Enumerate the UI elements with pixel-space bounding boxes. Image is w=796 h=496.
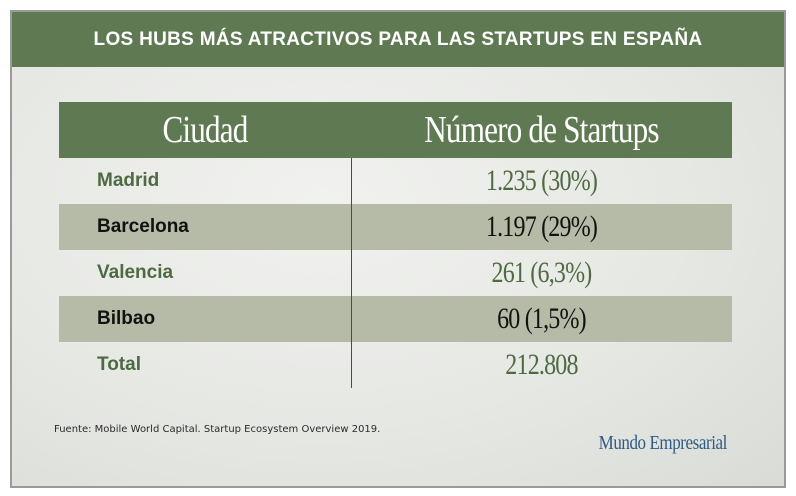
chart-title: LOS HUBS MÁS ATRACTIVOS PARA LAS STARTUP…	[12, 12, 784, 67]
infographic-frame: LOS HUBS MÁS ATRACTIVOS PARA LAS STARTUP…	[10, 10, 786, 488]
startups-cell: 1.235 (30%)	[485, 164, 598, 197]
table-row: Madrid 1.235 (30%)	[59, 158, 732, 204]
startups-table: Ciudad Número de Startups Madrid 1.235 (…	[59, 102, 732, 388]
city-cell: Madrid	[97, 170, 160, 191]
total-label-cell: Total	[97, 354, 141, 375]
total-value-cell: 212.808	[505, 348, 578, 381]
city-cell: Valencia	[97, 262, 174, 283]
startups-cell: 1.197 (29%)	[485, 210, 598, 243]
column-header-city: Ciudad	[162, 109, 248, 151]
city-cell: Barcelona	[97, 216, 189, 237]
table-row: Barcelona 1.197 (29%)	[59, 204, 732, 250]
source-note: Fuente: Mobile World Capital. Startup Ec…	[54, 424, 381, 435]
table-row-total: Total 212.808	[59, 342, 732, 388]
startups-cell: 60 (1,5%)	[497, 302, 587, 335]
table-row: Valencia 261 (6,3%)	[59, 250, 732, 296]
column-divider	[351, 158, 352, 388]
startups-cell: 261 (6,3%)	[491, 256, 592, 289]
table-header: Ciudad Número de Startups	[59, 102, 732, 158]
column-header-startups: Número de Startups	[424, 109, 659, 151]
city-cell: Bilbao	[97, 308, 156, 329]
brand-logo: Mundo Empresarial	[598, 432, 728, 454]
table-row: Bilbao 60 (1,5%)	[59, 296, 732, 342]
